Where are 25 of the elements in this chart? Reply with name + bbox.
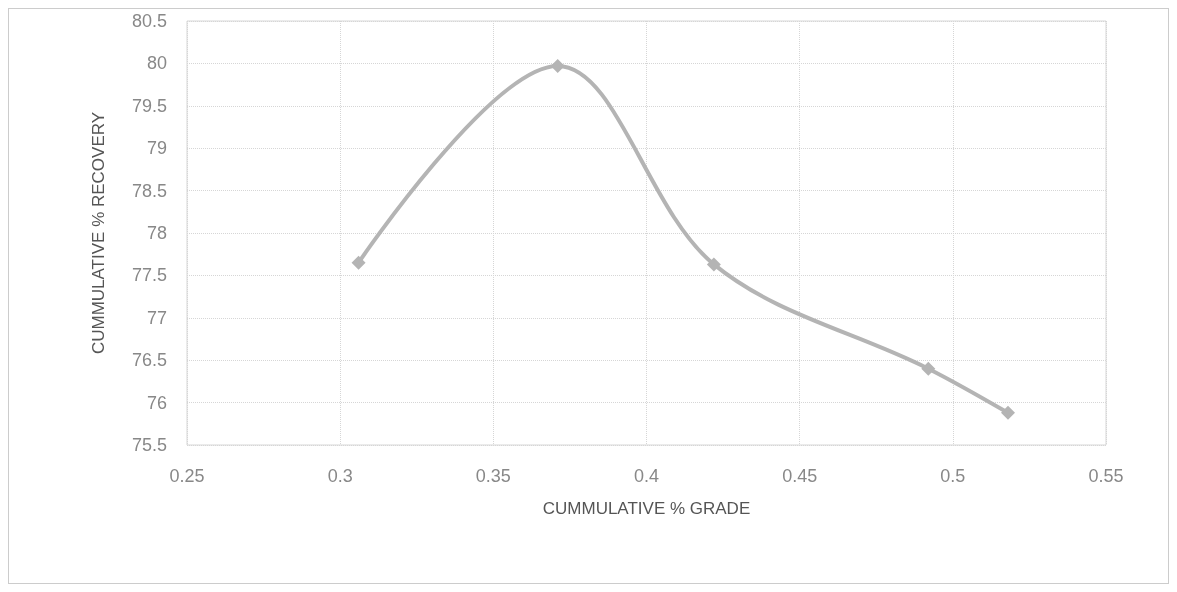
x-tick-label: 0.25 — [169, 466, 205, 486]
y-tick-label: 80.5 — [131, 11, 167, 31]
x-tick-label: 0.45 — [782, 466, 818, 486]
x-tick-label: 0.5 — [940, 466, 966, 486]
y-tick-label: 77 — [146, 307, 167, 328]
x-tick-label: 0.55 — [1088, 466, 1124, 486]
point — [921, 361, 936, 376]
y-tick-label: 80 — [146, 53, 167, 74]
point — [1000, 405, 1015, 420]
point — [351, 255, 366, 270]
y-tick-label: 77.5 — [131, 265, 167, 286]
point — [550, 58, 565, 73]
y-tick-label: 76 — [146, 392, 167, 413]
x-tick-label: 0.3 — [327, 466, 353, 486]
y-tick-label: 78.5 — [131, 180, 167, 201]
y-tick-label: 79 — [146, 138, 167, 159]
x-axis-title: CUMMULATIVE % GRADE — [542, 499, 751, 518]
y-axis-title: CUMMULATIVE % RECOVERY — [89, 111, 108, 355]
x-tick-label: 0.35 — [475, 466, 511, 486]
y-tick-label: 79.5 — [131, 95, 167, 116]
y-tick-label: 76.5 — [131, 350, 167, 371]
y-tick-label: 78 — [146, 223, 167, 243]
y-tick-label: 75.5 — [131, 435, 167, 455]
x-tick-label: 0.4 — [633, 466, 660, 486]
point — [706, 257, 721, 272]
